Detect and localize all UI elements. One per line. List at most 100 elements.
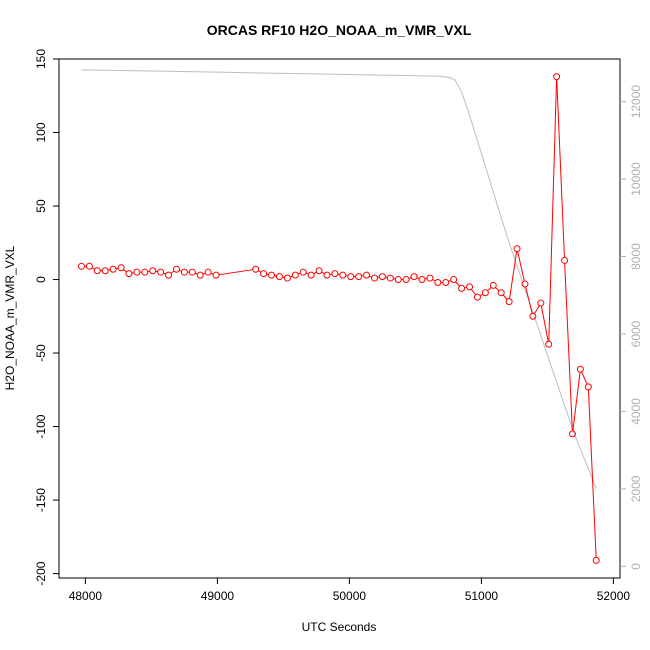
chart-title: ORCAS RF10 H2O_NOAA_m_VMR_VXL: [207, 22, 472, 38]
data-point: [473, 293, 481, 301]
x-tick-label: 50000: [333, 589, 367, 603]
series-segment: [170, 270, 175, 274]
data-point: [576, 365, 584, 373]
x-axis: 48000 49000 50000 51000 52000: [69, 578, 630, 603]
data-point: [323, 271, 331, 279]
data-point: [141, 268, 149, 276]
data-point: [252, 265, 260, 273]
data-point: [521, 280, 529, 288]
data-point: [426, 274, 434, 282]
series-segment: [581, 371, 588, 385]
x-axis-label: UTC Seconds: [302, 620, 377, 634]
series-segment: [502, 294, 508, 300]
data-point: [481, 289, 489, 297]
data-point: [268, 271, 276, 279]
data-point: [85, 262, 93, 270]
y2-tick-label: 4000: [629, 398, 643, 425]
series-segment: [313, 271, 317, 275]
series-segment: [495, 287, 500, 292]
data-point: [212, 271, 220, 279]
series-segment: [509, 251, 518, 299]
data-point: [283, 274, 291, 282]
series-segment: [533, 305, 540, 314]
y2-tick-label: 6000: [629, 320, 643, 347]
series-segment: [455, 281, 460, 287]
y-tick-label: -100: [34, 414, 48, 438]
x-tick-label: 49000: [201, 589, 235, 603]
data-point: [394, 276, 402, 284]
data-point: [410, 273, 418, 281]
data-point: [339, 271, 347, 279]
y2-tick-label: 8000: [629, 243, 643, 270]
data-point: [196, 271, 204, 279]
data-point: [418, 276, 426, 284]
series-segment: [548, 79, 558, 342]
data-point: [355, 273, 363, 281]
y2-tick-label: 12000: [629, 85, 643, 119]
y-tick-label: 50: [34, 199, 48, 213]
y-axis-label: H2O_NOAA_m_VMR_VXL: [3, 245, 17, 390]
data-point: [370, 274, 378, 282]
data-point: [188, 268, 196, 276]
data-point: [529, 312, 537, 320]
data-point: [260, 270, 268, 278]
y2-axis: 0 2000 4000 6000 8000 10000 12000: [620, 85, 643, 570]
data-point: [584, 383, 592, 391]
x-tick-label: 48000: [69, 589, 103, 603]
data-point: [165, 271, 173, 279]
series-segment: [572, 372, 581, 431]
data-point: [402, 276, 410, 284]
data-point: [386, 274, 394, 282]
data-point: [172, 265, 180, 273]
data-point: [592, 556, 600, 564]
data-point: [537, 299, 545, 307]
series-segment: [123, 269, 127, 273]
data-point: [505, 298, 513, 306]
y2-tick-label: 0: [629, 563, 643, 570]
y-tick-label: 0: [34, 276, 48, 283]
data-point: [458, 284, 466, 292]
data-point: [331, 270, 339, 278]
y-tick-label: 100: [34, 122, 48, 142]
y-tick-label: -150: [34, 488, 48, 512]
series-segment: [470, 288, 477, 296]
data-point: [442, 278, 450, 286]
data-point: [180, 268, 188, 276]
data-point: [117, 264, 125, 272]
data-point: [545, 340, 553, 348]
series-segment: [218, 269, 253, 276]
y-tick-label: -200: [34, 561, 48, 585]
data-point: [157, 268, 165, 276]
series-segment: [432, 279, 436, 282]
data-point: [291, 271, 299, 279]
data-point: [125, 270, 133, 278]
data-point: [101, 267, 109, 275]
data-point: [561, 256, 569, 264]
series-segment: [517, 251, 525, 282]
data-point: [450, 276, 458, 284]
y2-tick-label: 2000: [629, 475, 643, 502]
y-axis: -200 -150 -100 -50 0 50 100 150: [34, 49, 59, 586]
series-segment: [564, 263, 573, 431]
data-point: [513, 245, 521, 253]
y-tick-label: 150: [34, 49, 48, 69]
data-point: [204, 268, 212, 276]
data-point: [363, 271, 371, 279]
data-point: [315, 267, 323, 275]
series-layer: [77, 69, 600, 564]
series-segment: [487, 287, 492, 292]
series-segment: [258, 270, 262, 273]
x-tick-label: 51000: [465, 589, 499, 603]
data-point: [489, 281, 497, 289]
series-segment: [479, 293, 483, 297]
data-point: [149, 267, 157, 275]
series-segment: [587, 389, 597, 558]
data-point: [434, 278, 442, 286]
data-point: [93, 267, 101, 275]
plot-frame: [58, 58, 621, 579]
data-point: [77, 262, 85, 270]
data-point: [299, 268, 307, 276]
data-point: [109, 265, 117, 273]
data-point: [275, 273, 283, 281]
